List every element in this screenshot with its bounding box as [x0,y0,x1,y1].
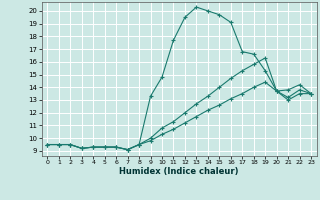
X-axis label: Humidex (Indice chaleur): Humidex (Indice chaleur) [119,167,239,176]
